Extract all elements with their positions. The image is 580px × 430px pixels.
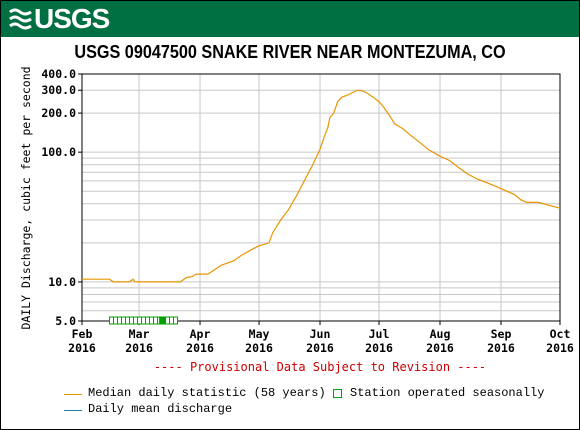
usgs-logo[interactable]: USGS [9,3,110,35]
x-tick-month: Apr [190,327,211,341]
legend-daily-mean-label: Daily mean discharge [88,402,233,416]
x-tick-month: Jun [310,327,331,341]
x-tick-year: 2016 [546,341,574,355]
seasonal-marker [125,316,131,325]
seasonal-marker-filled [159,317,166,324]
y-tick-label: 200.0 [41,106,76,120]
x-tick-year: 2016 [68,341,96,355]
usgs-header-bar: USGS [1,1,579,37]
seasonal-marker [165,316,171,325]
x-tick-labels: Feb2016Mar2016Apr2016May2016Jun2016Jul20… [68,321,574,355]
y-tick-labels: 400.0 300.0 200.0 100.0 10.0 5.0 [41,67,82,328]
legend-seasonal-label: Station operated seasonally [350,386,545,400]
plot-area-border [81,73,561,322]
x-tick-month: Aug [430,327,451,341]
seasonal-marker [149,316,155,325]
seasonal-markers [109,316,179,325]
x-tick-year: 2016 [365,341,393,355]
legend-daily-mean-swatch [64,410,82,411]
y-axis-label: DAILY Discharge, cubic feet per second [19,66,33,329]
x-tick-month: May [249,327,270,341]
seasonal-marker [113,316,119,325]
seasonal-marker [145,316,151,325]
y-tick-label: 10.0 [48,275,76,289]
x-tick-year: 2016 [487,341,515,355]
y-tick-label: 5.0 [55,314,76,328]
x-tick-month: Mar [129,327,150,341]
seasonal-marker [121,316,127,325]
seasonal-marker [153,316,159,325]
y-tick-label: 400.0 [41,67,76,81]
x-tick-year: 2016 [125,341,153,355]
legend-median-label: Median daily statistic (58 years) [88,386,326,400]
usgs-wave-icon [9,8,32,30]
series-line-median [82,89,561,283]
legend-median-swatch [64,394,82,395]
seasonal-marker [169,316,175,325]
y-tick-label: 300.0 [41,83,76,97]
seasonal-marker [117,316,123,325]
seasonal-marker [109,316,115,325]
provisional-annotation: ---- Provisional Data Subject to Revisio… [154,360,486,374]
seasonal-marker [141,316,147,325]
chart-title: USGS 09047500 SNAKE RIVER NEAR MONTEZUMA… [74,42,506,62]
x-tick-month: Oct [550,327,571,341]
x-tick-year: 2016 [186,341,214,355]
x-tick-year: 2016 [426,341,454,355]
series-lines [82,89,561,283]
x-tick-month: Feb [72,327,93,341]
x-tick-year: 2016 [245,341,273,355]
seasonal-marker [133,316,139,325]
x-tick-month: Sep [491,327,512,341]
legend-seasonal-swatch [333,389,342,398]
usgs-logo-text: USGS [34,3,110,34]
grid [81,73,561,322]
seasonal-marker [129,316,135,325]
x-tick-month: Jul [369,327,390,341]
seasonal-marker [173,316,179,325]
x-tick-year: 2016 [306,341,334,355]
seasonal-marker [137,316,143,325]
y-tick-label: 100.0 [41,145,76,159]
